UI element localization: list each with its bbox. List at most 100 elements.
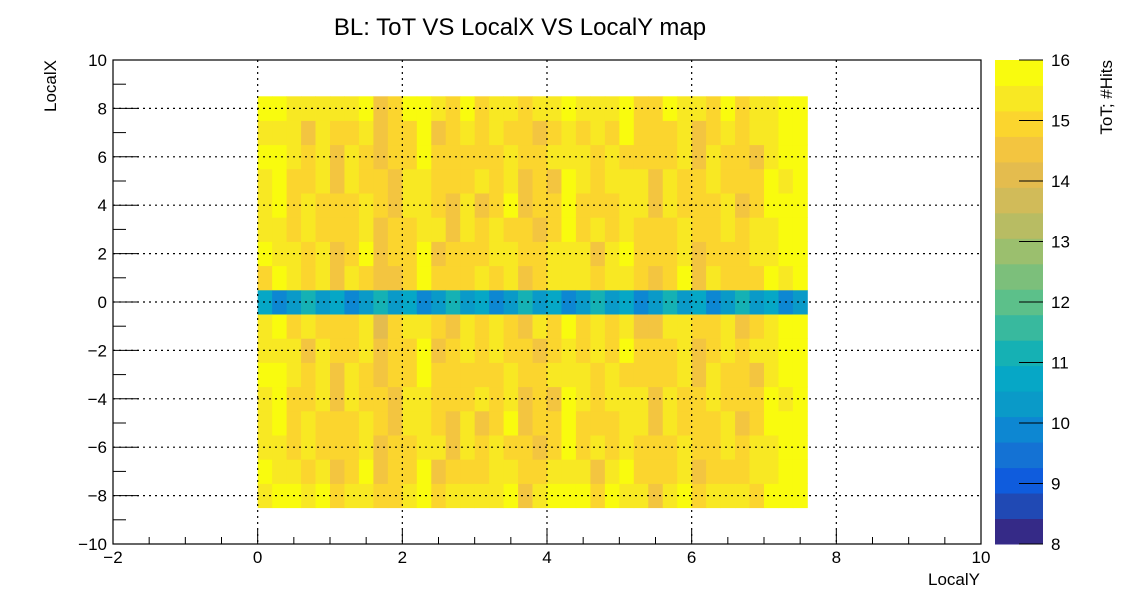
heatmap-cell (474, 410, 490, 436)
heatmap-cell (677, 314, 693, 339)
colorbar-segment (995, 136, 1043, 163)
heatmap-cell (402, 386, 418, 412)
heatmap-cell (489, 410, 504, 436)
heatmap-cell (272, 435, 287, 460)
heatmap-cell (677, 362, 693, 388)
heatmap-cell (691, 362, 707, 388)
heatmap-cell (257, 410, 273, 436)
heatmap-cell (575, 289, 591, 315)
heatmap-cell (301, 338, 316, 363)
heatmap-cell (778, 265, 794, 291)
heatmap-cell (344, 144, 360, 170)
heatmap-cell (474, 459, 490, 484)
heatmap-cell (547, 120, 562, 146)
heatmap-cell (662, 144, 678, 170)
heatmap-cell (532, 265, 548, 291)
colorbar-segment (995, 161, 1043, 188)
heatmap-cell (402, 289, 418, 315)
heatmap-cell (272, 96, 287, 121)
heatmap-cell (764, 483, 779, 509)
heatmap-cell (489, 217, 504, 242)
heatmap-cell (330, 144, 345, 170)
colorbar-segment (995, 263, 1043, 290)
colorbar-tick-label: 15 (1051, 112, 1070, 131)
heatmap-cell (315, 289, 331, 315)
heatmap-cell (604, 120, 620, 146)
heatmap-cell (792, 241, 808, 267)
heatmap-cell (518, 483, 533, 509)
y-tick-label: 6 (98, 148, 107, 167)
colorbar-tick-label: 9 (1051, 475, 1060, 494)
heatmap-cell (764, 435, 779, 460)
x-tick-label: 2 (398, 548, 407, 567)
heatmap-cell (344, 168, 360, 194)
heatmap-cell (662, 96, 678, 121)
heatmap-cell (330, 289, 345, 315)
heatmap-cell (474, 120, 490, 146)
heatmap-cell (431, 168, 447, 194)
heatmap-cell (301, 289, 316, 315)
heatmap-cell (764, 265, 779, 291)
heatmap-cell (445, 483, 461, 509)
heatmap-cell (330, 217, 345, 242)
heatmap-cell (402, 435, 418, 460)
heatmap-cell (402, 338, 418, 363)
heatmap-cell (778, 362, 794, 388)
heatmap-cell (402, 483, 418, 509)
heatmap-cell (764, 144, 779, 170)
heatmap-cell (460, 410, 476, 436)
heatmap-cell (489, 483, 504, 509)
heatmap-cell (344, 483, 360, 509)
colorbar-tick-label: 16 (1051, 51, 1070, 70)
colorbar-tick-label: 13 (1051, 233, 1070, 252)
heatmap-cell (257, 241, 273, 267)
heatmap-cell (489, 289, 504, 315)
heatmap-cell (416, 144, 432, 170)
heatmap-cell (706, 362, 721, 388)
heatmap-cell (706, 265, 721, 291)
heatmap-cell (648, 435, 664, 460)
heatmap-cell (330, 410, 345, 436)
heatmap-cell (532, 410, 548, 436)
heatmap-cell (330, 459, 345, 484)
colorbar-segment (995, 442, 1043, 469)
y-tick-label: −10 (78, 535, 107, 554)
heatmap-cell (460, 459, 476, 484)
heatmap-cell (706, 314, 721, 339)
heatmap-cell (431, 459, 447, 484)
heatmap-cell (518, 217, 533, 242)
heatmap-cell (691, 217, 707, 242)
heatmap-cell (691, 483, 707, 509)
heatmap-cell (301, 386, 316, 412)
heatmap-cell (561, 289, 577, 315)
heatmap-cell (373, 410, 389, 436)
heatmap-cell (561, 362, 577, 388)
heatmap-cell (648, 289, 664, 315)
heatmap-cell (792, 265, 808, 291)
heatmap-cell (503, 362, 519, 388)
heatmap-cell (257, 386, 273, 412)
heatmap-cell (532, 362, 548, 388)
heatmap-cell (373, 435, 389, 460)
heatmap-cell (662, 483, 678, 509)
heatmap-cell (547, 410, 562, 436)
heatmap-cell (590, 410, 606, 436)
heatmap-cell (445, 96, 461, 121)
heatmap-cell (315, 96, 331, 121)
heatmap-cell (416, 338, 432, 363)
x-tick-label: −2 (103, 548, 122, 567)
heatmap-cell (272, 241, 287, 267)
heatmap-cell (315, 217, 331, 242)
heatmap-cell (633, 168, 649, 194)
heatmap-cell (691, 410, 707, 436)
heatmap-cell (792, 217, 808, 242)
heatmap-cell (575, 483, 591, 509)
heatmap-cell (561, 314, 577, 339)
heatmap-cell (416, 410, 432, 436)
heatmap-cell (503, 289, 519, 315)
heatmap-cell (619, 193, 635, 218)
heatmap-cell (792, 168, 808, 194)
heatmap-cell (691, 314, 707, 339)
heatmap-cell (474, 338, 490, 363)
heatmap-cell (735, 338, 750, 363)
